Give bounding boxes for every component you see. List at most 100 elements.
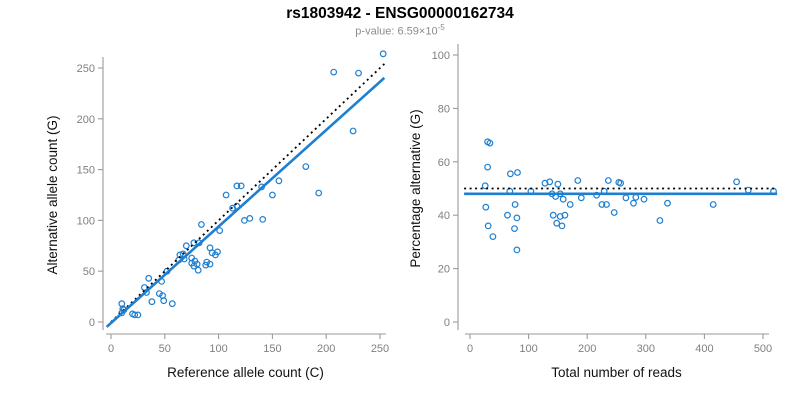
data-point xyxy=(275,177,283,185)
data-point xyxy=(511,201,519,208)
data-point xyxy=(507,170,514,178)
data-point xyxy=(598,201,606,208)
data-point xyxy=(222,191,230,199)
data-point xyxy=(489,233,497,241)
data-point xyxy=(513,246,521,254)
data-point xyxy=(513,214,521,222)
figure-title: rs1803942 - ENSG00000162734 xyxy=(286,5,514,22)
x-tick-label: 0 xyxy=(108,343,114,355)
pvalue-label: p-value: xyxy=(355,25,398,38)
data-point xyxy=(194,266,202,274)
data-point xyxy=(484,222,492,230)
data-point xyxy=(558,222,566,230)
data-point xyxy=(604,177,612,184)
data-point xyxy=(118,309,126,317)
data-point xyxy=(559,195,567,203)
x-tick-label: 0 xyxy=(467,343,473,355)
y-axis-title: Percentage alternative (G) xyxy=(408,109,423,267)
data-point xyxy=(709,201,717,208)
data-point xyxy=(182,242,190,250)
y-tick-label: 80 xyxy=(438,103,450,115)
data-point xyxy=(134,311,142,319)
fit-line xyxy=(105,76,386,328)
data-point xyxy=(355,69,362,77)
data-point xyxy=(315,189,323,197)
left-scatter-plot: 0 50 100 150 200 250 0 50 100 150 200 250 Reference … xyxy=(45,50,389,380)
y-tick-label: 40 xyxy=(438,210,450,222)
x-tick-label: 100 xyxy=(209,343,227,355)
y-tick-label: 60 xyxy=(438,157,450,169)
data-point xyxy=(514,169,521,176)
data-point xyxy=(206,260,214,268)
x-tick-label: 300 xyxy=(637,343,655,355)
x-axis-title: Total number of reads xyxy=(551,365,682,380)
data-point xyxy=(482,203,490,211)
data-point xyxy=(168,300,176,308)
pvalue-value: 6.59×10 xyxy=(397,25,438,38)
y-tick-label: 100 xyxy=(432,50,450,62)
right-scatter-plot: 0 20 40 60 80 100 0 100 200 300 400 500 Total number… xyxy=(408,44,778,380)
data-point xyxy=(259,215,267,223)
data-point xyxy=(632,193,640,201)
y-tick-label: 150 xyxy=(77,165,95,177)
data-point xyxy=(160,297,168,305)
data-point xyxy=(214,248,221,256)
y-axis-title: Alternative allele count (G) xyxy=(45,115,60,274)
data-point xyxy=(610,209,618,216)
pvalue-exponent: -5 xyxy=(437,23,445,32)
data-point xyxy=(553,219,561,227)
x-axis-title: Reference allele count (C) xyxy=(167,365,324,380)
y-tick-label: 0 xyxy=(89,317,95,329)
x-tick-label: 250 xyxy=(371,343,389,355)
data-point xyxy=(574,177,582,184)
data-point xyxy=(197,221,205,228)
data-point xyxy=(131,311,139,319)
data-point xyxy=(561,211,569,219)
data-point xyxy=(554,180,562,188)
data-point xyxy=(566,201,574,208)
data-point xyxy=(640,195,648,203)
data-point xyxy=(556,213,564,220)
data-point xyxy=(603,201,610,208)
y-tick-label: 200 xyxy=(77,114,95,126)
data-point xyxy=(240,216,248,224)
data-point xyxy=(481,182,489,190)
data-point xyxy=(630,199,637,207)
x-tick-label: 50 xyxy=(159,343,171,355)
identity-line xyxy=(110,61,388,323)
data-point xyxy=(617,179,624,187)
data-point xyxy=(622,194,630,202)
data-point xyxy=(349,127,357,135)
x-tick-label: 150 xyxy=(263,343,281,355)
y-tick-label: 0 xyxy=(444,317,450,329)
data-point xyxy=(302,163,310,171)
data-point xyxy=(656,217,664,224)
y-tick-label: 100 xyxy=(77,215,95,227)
data-point xyxy=(486,139,494,147)
y-tick-label: 250 xyxy=(77,63,95,75)
data-point xyxy=(546,178,554,186)
data-point xyxy=(511,225,518,233)
data-point xyxy=(145,274,153,282)
data-point xyxy=(330,68,338,76)
x-tick-label: 400 xyxy=(695,343,713,355)
data-point xyxy=(484,163,492,171)
x-tick-label: 200 xyxy=(578,343,596,355)
data-point xyxy=(504,211,511,219)
data-point xyxy=(577,194,585,202)
data-point xyxy=(269,191,276,199)
data-point xyxy=(733,178,740,186)
x-tick-label: 500 xyxy=(754,343,772,355)
data-point xyxy=(202,261,210,269)
data-point xyxy=(148,298,156,306)
data-point xyxy=(237,182,245,190)
data-point xyxy=(216,227,224,235)
data-point xyxy=(379,50,387,58)
data-point xyxy=(233,182,241,190)
x-tick-label: 200 xyxy=(317,343,335,355)
data-point xyxy=(190,262,198,270)
figure-subtitle: p-value: 6.59×10-5 xyxy=(0,23,800,38)
data-point xyxy=(664,199,671,207)
x-tick-label: 100 xyxy=(519,343,537,355)
